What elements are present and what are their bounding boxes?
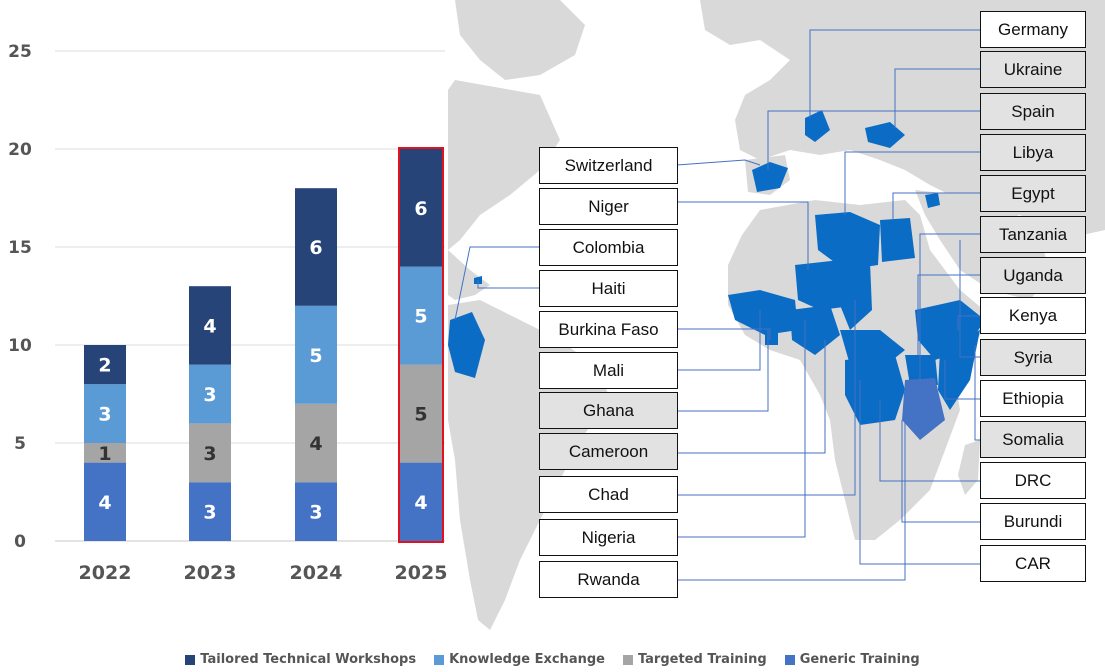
data-label: 3	[203, 502, 216, 524]
country-label: CAR	[980, 545, 1086, 582]
country-label: Tanzania	[980, 216, 1086, 253]
bar-segment	[400, 149, 442, 267]
country-label: Egypt	[980, 175, 1086, 212]
legend-swatch	[622, 654, 633, 665]
bar-segment	[84, 443, 126, 463]
x-tick-label: 2023	[184, 562, 237, 584]
data-label: 1	[98, 443, 111, 465]
legend-swatch	[434, 654, 445, 665]
bar-segment	[400, 462, 442, 541]
x-tick-label: 2024	[290, 562, 343, 584]
y-tick-label: 0	[14, 532, 26, 552]
map-highlights	[448, 110, 985, 425]
country-label: Germany	[980, 11, 1086, 48]
country-label: Nigeria	[539, 519, 678, 556]
data-label: 3	[203, 443, 216, 465]
bar-segment	[400, 266, 442, 365]
country-label: Burundi	[980, 503, 1086, 540]
bar-segment	[295, 305, 337, 404]
data-label: 3	[203, 384, 216, 406]
country-label: Ethiopia	[980, 380, 1086, 417]
legend-item: Tailored Technical Workshops	[185, 652, 416, 667]
country-label: Kenya	[980, 297, 1086, 334]
bar-segment	[84, 462, 126, 541]
bar-segment	[189, 482, 231, 541]
data-label: 5	[309, 345, 322, 367]
country-label: Cameroon	[539, 433, 678, 470]
data-label: 2	[98, 355, 111, 377]
country-label: Ukraine	[980, 51, 1086, 88]
y-tick-label: 5	[14, 434, 26, 454]
data-label: 4	[203, 315, 216, 337]
bar-segment	[295, 403, 337, 483]
data-label: 4	[309, 433, 322, 455]
country-label: DRC	[980, 462, 1086, 499]
data-label: 6	[414, 198, 427, 220]
data-label: 5	[414, 404, 427, 426]
data-label: 4	[414, 492, 427, 514]
y-tick-label: 25	[8, 42, 32, 62]
map-highlight-tanzania	[902, 378, 945, 440]
highlight-outline	[398, 147, 444, 543]
country-label: Spain	[980, 93, 1086, 130]
country-label: Ghana	[539, 392, 678, 429]
country-label: Niger	[539, 188, 678, 225]
bar-segment	[84, 345, 126, 385]
x-axis-ticks: 2022 2023 2024 2025	[79, 562, 448, 584]
y-tick-label: 15	[8, 238, 32, 258]
chart-legend: Tailored Technical Workshops Knowledge Ex…	[0, 652, 1105, 667]
country-label: Haiti	[539, 270, 678, 307]
data-label: 6	[309, 237, 322, 259]
country-label: Chad	[539, 476, 678, 513]
bar-segment	[400, 364, 442, 463]
legend-item: Knowledge Exchange	[434, 652, 605, 667]
bar-segment	[295, 188, 337, 306]
country-label: Uganda	[980, 257, 1086, 294]
country-label: Libya	[980, 134, 1086, 171]
legend-item: Generic Training	[784, 652, 920, 667]
y-axis-ticks: 0 5 10 15 20 25	[8, 42, 32, 552]
legend-item: Targeted Training	[622, 652, 767, 667]
bar-segment	[295, 482, 337, 541]
legend-label: Generic Training	[799, 652, 920, 667]
legend-swatch	[784, 654, 795, 665]
country-label: Syria	[980, 339, 1086, 376]
y-tick-label: 10	[8, 336, 32, 356]
legend-label: Targeted Training	[637, 652, 767, 667]
bar-segment	[189, 423, 231, 483]
data-label: 3	[309, 502, 322, 524]
x-tick-label: 2022	[79, 562, 132, 584]
legend-swatch	[185, 654, 196, 665]
bars: 4 1 3 2 3 3 3 4 3 4 5 6 4 5 5 6	[84, 147, 444, 543]
bar-segment	[189, 364, 231, 424]
country-label: Mali	[539, 352, 678, 389]
data-label: 4	[98, 492, 111, 514]
country-label: Rwanda	[539, 561, 678, 598]
x-tick-label: 2025	[395, 562, 448, 584]
data-label: 5	[414, 306, 427, 328]
bar-segment	[84, 384, 126, 443]
country-label: Colombia	[539, 229, 678, 266]
data-label: 3	[98, 404, 111, 426]
country-label: Burkina Faso	[539, 311, 678, 348]
y-tick-label: 20	[8, 140, 32, 160]
legend-label: Knowledge Exchange	[449, 652, 605, 667]
country-label: Somalia	[980, 421, 1086, 458]
country-label: Switzerland	[539, 147, 678, 184]
bar-segment	[189, 286, 231, 365]
legend-label: Tailored Technical Workshops	[200, 652, 417, 667]
